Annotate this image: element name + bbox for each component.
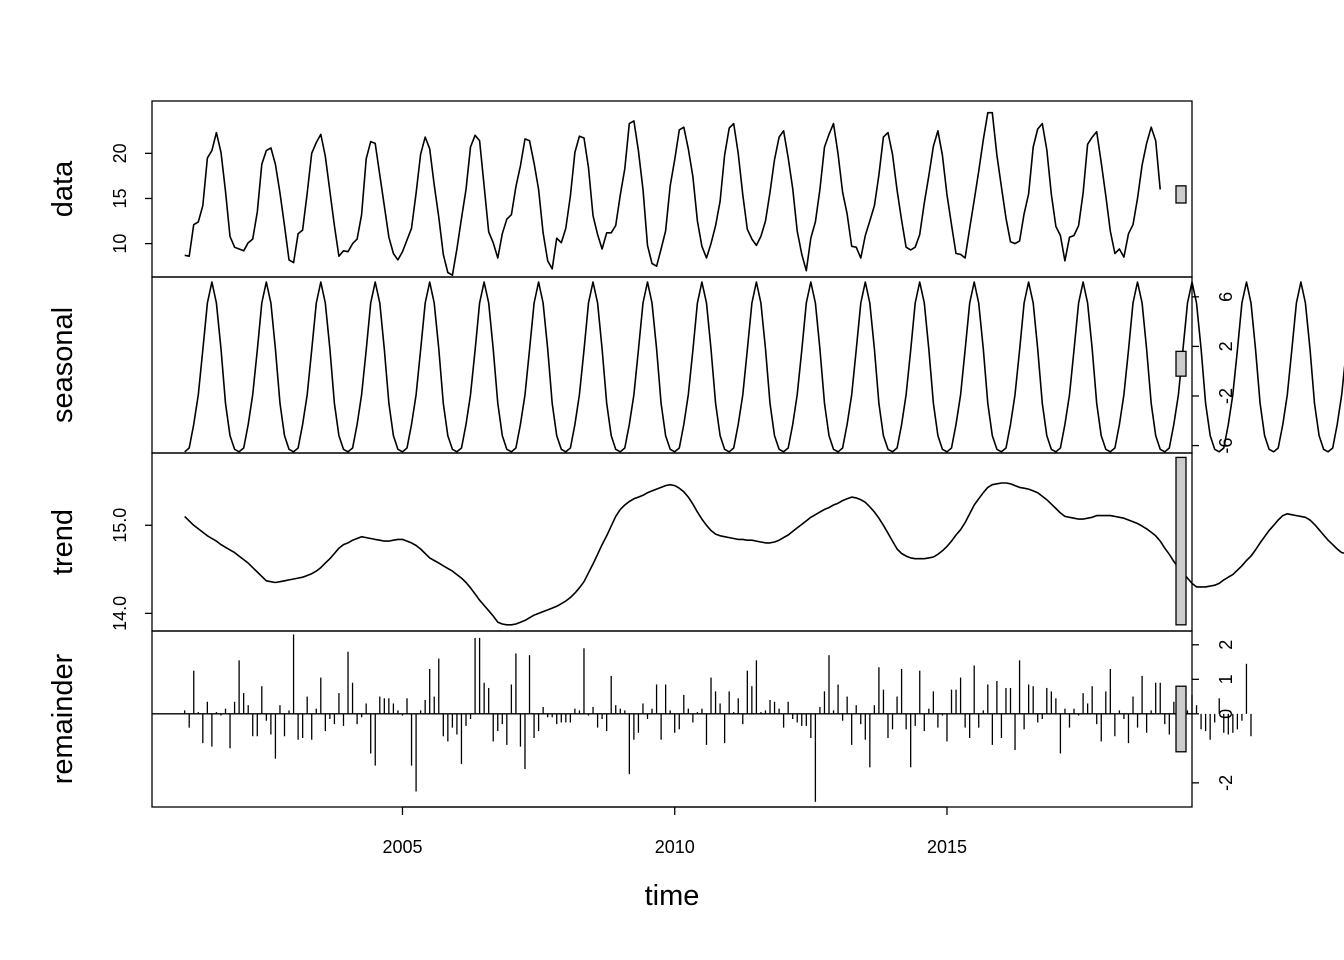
range-bar-remainder <box>1175 685 1187 753</box>
panel-frame-remainder <box>151 630 1193 808</box>
x-tick-label: 2005 <box>382 837 422 857</box>
x-tick-label: 2015 <box>927 837 967 857</box>
range-bar-trend <box>1175 456 1187 626</box>
y-tick-label-seasonal: -2 <box>1216 388 1236 404</box>
panel-data: 10 15 20 data <box>47 100 1193 278</box>
panel-label-remainder: remainder <box>47 653 79 784</box>
y-tick-label-data: 15 <box>110 188 130 208</box>
y-tick-label-data: 20 <box>110 143 130 163</box>
panel-remainder: -2 0 1 2 remainder <box>47 630 1252 808</box>
panel-label-trend: trend <box>47 509 79 575</box>
panel-trend: 14.0 15.0 trend <box>47 452 1344 632</box>
chart-root: 10 15 20 data -6 -2 2 6 seasonal 14.0 15.0 trend -2 0… <box>47 100 1344 808</box>
y-tick-label-seasonal: -6 <box>1216 438 1236 454</box>
series-line-trend <box>184 482 1344 626</box>
series-line-data <box>184 111 1161 276</box>
range-bar-seasonal <box>1175 350 1187 377</box>
x-ticks: 2005 2010 2015 <box>382 807 967 857</box>
x-axis-label: time <box>645 880 700 912</box>
panel-label-data: data <box>47 160 79 217</box>
panel-frame-seasonal <box>151 276 1193 454</box>
series-line-seasonal <box>184 281 1344 453</box>
panel-label-seasonal: seasonal <box>47 307 79 423</box>
y-tick-label-remainder: 0 <box>1216 709 1236 719</box>
range-bar-data <box>1175 185 1187 204</box>
y-tick-label-data: 10 <box>110 234 130 254</box>
y-tick-label-trend: 15.0 <box>110 508 130 543</box>
x-tick-label: 2010 <box>655 837 695 857</box>
y-tick-label-remainder: 1 <box>1216 674 1236 684</box>
y-tick-label-remainder: -2 <box>1216 775 1236 791</box>
panel-seasonal: -6 -2 2 6 seasonal <box>47 276 1344 454</box>
x-axis: 2005 2010 2015 time <box>382 806 967 912</box>
panel-frame-trend <box>151 452 1193 632</box>
y-tick-label-trend: 14.0 <box>110 596 130 631</box>
y-tick-label-seasonal: 6 <box>1216 292 1236 302</box>
y-tick-label-remainder: 2 <box>1216 640 1236 650</box>
y-tick-label-seasonal: 2 <box>1216 341 1236 351</box>
